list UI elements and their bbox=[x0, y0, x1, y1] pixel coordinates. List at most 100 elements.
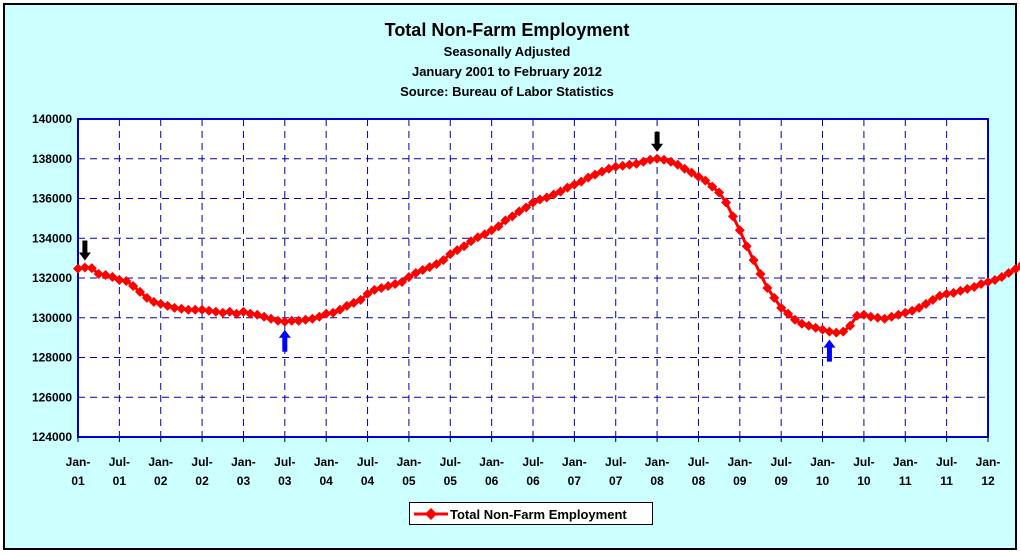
data-point-marker bbox=[121, 275, 132, 286]
axes: 124000 126000 128000 130000 132000 134000 1360… bbox=[32, 112, 1000, 488]
x-tick-label-year: 02 bbox=[154, 474, 168, 488]
data-point-marker bbox=[555, 186, 566, 197]
data-point-marker bbox=[128, 280, 139, 291]
data-point-marker bbox=[927, 294, 938, 305]
data-point-marker bbox=[114, 274, 125, 285]
data-point-marker bbox=[769, 292, 780, 303]
series-layer bbox=[73, 153, 1020, 338]
data-point-marker bbox=[679, 163, 690, 174]
x-tick-label-year: 05 bbox=[444, 474, 458, 488]
x-tick-label-year: 03 bbox=[278, 474, 292, 488]
data-point-marker bbox=[203, 305, 214, 316]
data-point-marker bbox=[714, 187, 725, 198]
data-point-marker bbox=[272, 315, 283, 326]
data-point-marker bbox=[486, 225, 497, 236]
data-point-marker bbox=[1010, 264, 1020, 275]
data-point-marker bbox=[403, 272, 414, 283]
data-point-marker bbox=[845, 320, 856, 331]
data-point-marker bbox=[576, 176, 587, 187]
data-point-marker bbox=[721, 197, 732, 208]
x-tick-label-month: Jan- bbox=[562, 455, 587, 469]
data-point-marker bbox=[334, 304, 345, 315]
x-tick-label-month: Jul- bbox=[605, 455, 626, 469]
data-point-marker bbox=[996, 272, 1007, 283]
data-point-marker bbox=[693, 171, 704, 182]
data-point-marker bbox=[493, 221, 504, 232]
data-point-marker bbox=[624, 159, 635, 170]
data-point-marker bbox=[321, 308, 332, 319]
chart-subtitle-date-range: January 2001 to February 2012 bbox=[411, 64, 603, 79]
x-tick-label-year: 01 bbox=[113, 474, 127, 488]
data-point-marker bbox=[362, 288, 373, 299]
data-point-marker bbox=[79, 262, 90, 273]
data-point-marker bbox=[914, 302, 925, 313]
x-tick-label-month: Jan- bbox=[810, 455, 835, 469]
x-tick-label-month: Jan- bbox=[397, 455, 422, 469]
x-tick-label-month: Jan- bbox=[314, 455, 339, 469]
data-point-marker bbox=[183, 304, 194, 315]
data-point-marker bbox=[776, 302, 787, 313]
y-tick-label: 138000 bbox=[32, 152, 72, 166]
data-point-marker bbox=[465, 236, 476, 247]
x-tick-label-month: Jul- bbox=[771, 455, 792, 469]
x-tick-label-year: 07 bbox=[609, 474, 623, 488]
x-tick-label-year: 07 bbox=[568, 474, 582, 488]
up-arrow-icon bbox=[278, 329, 291, 352]
y-tick-label: 140000 bbox=[32, 112, 72, 126]
y-tick-label: 134000 bbox=[32, 231, 72, 245]
data-point-marker bbox=[652, 153, 663, 164]
legend: Total Non-Farm Employment bbox=[409, 502, 653, 525]
legend-line-marker-icon bbox=[414, 508, 448, 520]
x-tick-label-year: 10 bbox=[816, 474, 830, 488]
chart-subtitle-adjustment: Seasonally Adjusted bbox=[443, 44, 571, 59]
data-point-marker bbox=[610, 161, 621, 172]
x-tick-label-year: 11 bbox=[940, 474, 953, 488]
x-tick-label-month: Jan- bbox=[66, 455, 91, 469]
data-point-marker bbox=[824, 326, 835, 337]
x-tick-label-year: 09 bbox=[775, 474, 789, 488]
data-point-marker bbox=[707, 181, 718, 192]
data-point-marker bbox=[479, 229, 490, 240]
data-point-marker bbox=[431, 259, 442, 270]
data-point-marker bbox=[197, 304, 208, 315]
x-tick-label-month: Jan- bbox=[893, 455, 918, 469]
data-point-marker bbox=[941, 288, 952, 299]
data-point-marker bbox=[865, 311, 876, 322]
data-point-marker bbox=[748, 255, 759, 266]
data-point-marker bbox=[293, 315, 304, 326]
data-point-marker bbox=[445, 249, 456, 260]
data-point-marker bbox=[672, 159, 683, 170]
x-tick-label-month: Jul- bbox=[688, 455, 709, 469]
data-point-marker bbox=[838, 326, 849, 337]
data-point-marker bbox=[514, 206, 525, 217]
data-point-marker bbox=[135, 286, 146, 297]
data-point-marker bbox=[1003, 268, 1014, 279]
data-point-marker bbox=[73, 263, 83, 274]
x-tick-label-year: 04 bbox=[320, 474, 334, 488]
x-tick-label-year: 11 bbox=[899, 474, 912, 488]
data-point-marker bbox=[783, 308, 794, 319]
data-point-marker bbox=[452, 245, 463, 256]
x-tick-label-year: 04 bbox=[361, 474, 375, 488]
data-point-marker bbox=[872, 312, 883, 323]
y-tick-label: 136000 bbox=[32, 192, 72, 206]
y-tick-label: 126000 bbox=[32, 390, 72, 404]
data-point-marker bbox=[279, 316, 290, 327]
x-tick-label-year: 03 bbox=[237, 474, 251, 488]
y-tick-label: 130000 bbox=[32, 311, 72, 325]
data-point-marker bbox=[397, 276, 408, 287]
data-point-marker bbox=[852, 310, 863, 321]
x-tick-label-month: Jul- bbox=[274, 455, 295, 469]
data-point-marker bbox=[700, 175, 711, 186]
data-point-marker bbox=[217, 307, 228, 318]
data-point-marker bbox=[920, 298, 931, 309]
x-tick-label-month: Jul- bbox=[191, 455, 212, 469]
x-tick-label-year: 08 bbox=[692, 474, 706, 488]
data-point-marker bbox=[210, 306, 221, 317]
legend-label: Total Non-Farm Employment bbox=[450, 507, 627, 522]
data-point-marker bbox=[286, 315, 297, 326]
data-point-marker bbox=[755, 269, 766, 280]
data-point-marker bbox=[176, 303, 187, 314]
data-point-marker bbox=[438, 255, 449, 266]
data-point-marker bbox=[645, 154, 656, 165]
